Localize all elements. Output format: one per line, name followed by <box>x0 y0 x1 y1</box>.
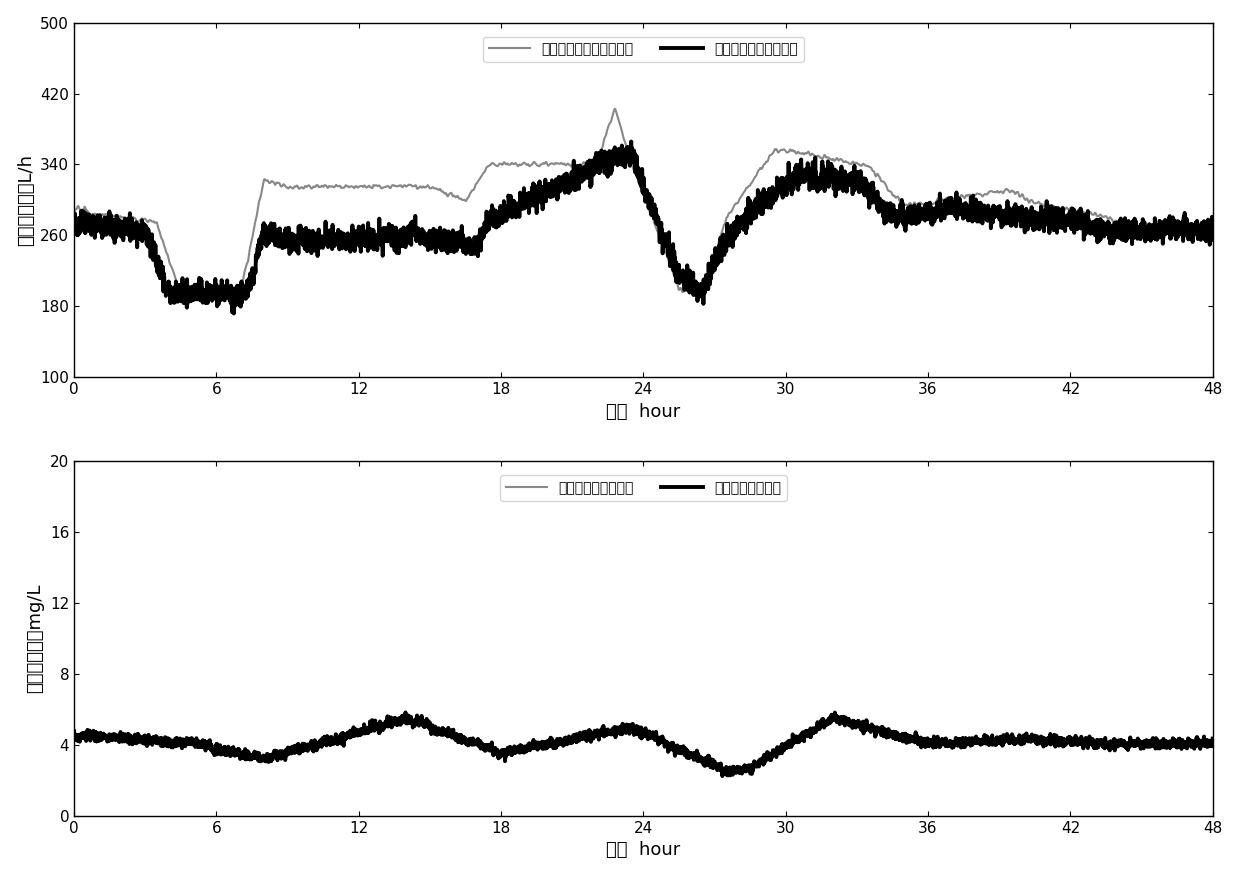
碳源投加量（本方法） <box>750 203 764 214</box>
确态氮（传统方法） <box>399 713 414 724</box>
碳源投加量（传统方法） <box>808 151 823 161</box>
确态氮（本方法） <box>917 737 932 747</box>
确态氮（传统方法） <box>917 737 932 747</box>
确态氮（传统方法） <box>721 766 736 776</box>
Line: 确态氮（本方法）: 确态氮（本方法） <box>74 712 1213 776</box>
确态氮（本方法） <box>1004 732 1018 743</box>
碳源投加量（传统方法） <box>502 159 517 170</box>
确态氮（本方法） <box>808 724 823 735</box>
确态氮（本方法） <box>715 771 730 781</box>
碳源投加量（本方法） <box>917 208 932 219</box>
确态氮（本方法） <box>502 742 517 752</box>
确态氮（传统方法） <box>67 731 82 741</box>
碳源投加量（传统方法） <box>750 167 764 178</box>
碳源投加量（本方法） <box>623 137 638 147</box>
Legend: 确态氮（传统方法）, 确态氮（本方法）: 确态氮（传统方法）, 确态氮（本方法） <box>501 476 787 500</box>
碳源投加量（本方法） <box>227 308 242 319</box>
碳源投加量（传统方法） <box>917 200 932 210</box>
碳源投加量（传统方法） <box>67 204 82 215</box>
确态氮（传统方法） <box>808 724 823 735</box>
Line: 确态氮（传统方法）: 确态氮（传统方法） <box>74 718 1213 771</box>
确态氮（本方法） <box>274 748 289 759</box>
确态氮（本方法） <box>750 760 764 771</box>
碳源投加量（传统方法） <box>1206 228 1220 238</box>
确态氮（本方法） <box>1206 733 1220 744</box>
碳源投加量（本方法） <box>808 175 823 186</box>
Line: 碳源投加量（本方法）: 碳源投加量（本方法） <box>74 142 1213 314</box>
X-axis label: 时间  hour: 时间 hour <box>606 403 680 420</box>
Y-axis label: 碳源投加量，L/h: 碳源投加量，L/h <box>16 154 35 246</box>
X-axis label: 时间  hour: 时间 hour <box>606 841 680 859</box>
确态氮（传统方法） <box>502 746 517 757</box>
碳源投加量（传统方法） <box>176 292 191 302</box>
碳源投加量（传统方法） <box>607 103 622 114</box>
确态氮（本方法） <box>67 726 82 737</box>
确态氮（传统方法） <box>274 749 289 759</box>
确态氮（传统方法） <box>750 758 764 768</box>
碳源投加量（传统方法） <box>274 181 289 192</box>
碳源投加量（本方法） <box>1206 227 1220 237</box>
碳源投加量（传统方法） <box>1004 187 1018 197</box>
Line: 碳源投加量（传统方法）: 碳源投加量（传统方法） <box>74 109 1213 297</box>
Y-axis label: 确态氮浓度，mg/L: 确态氮浓度，mg/L <box>26 584 45 694</box>
确态氮（本方法） <box>398 707 413 717</box>
Legend: 碳源投加量（传统方法）, 碳源投加量（本方法）: 碳源投加量（传统方法）, 碳源投加量（本方法） <box>483 37 804 62</box>
确态氮（传统方法） <box>1206 738 1220 748</box>
确态氮（传统方法） <box>1004 736 1018 746</box>
碳源投加量（本方法） <box>502 194 517 204</box>
碳源投加量（本方法） <box>1004 210 1018 221</box>
碳源投加量（本方法） <box>67 224 82 235</box>
碳源投加量（本方法） <box>274 231 289 242</box>
